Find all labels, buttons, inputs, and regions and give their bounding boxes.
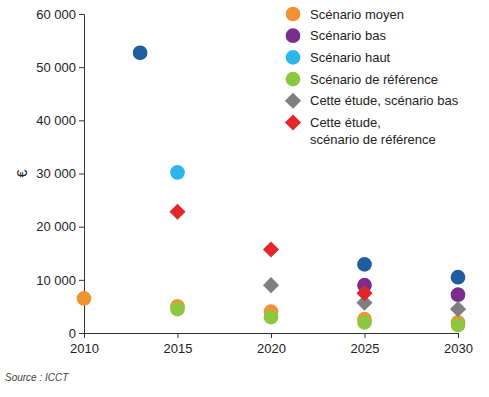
legend-marker: [286, 72, 301, 87]
x-tick-mark: [271, 333, 272, 338]
y-axis-title: €: [14, 169, 30, 177]
legend-marker: [285, 93, 301, 109]
x-axis: 2010 2015 2020 2025 2030: [70, 333, 473, 356]
legend-marker: [285, 114, 301, 130]
y-tick-mark: [79, 333, 84, 334]
point: [170, 302, 185, 317]
point: [451, 287, 466, 302]
y-tick-label: 0: [69, 326, 76, 341]
y-tick-label: 40 000: [36, 113, 76, 128]
x-axis-line: [85, 334, 459, 339]
y-tick: 50 000: [36, 60, 84, 75]
x-tick-mark: [365, 333, 366, 338]
x-tick-label: 2020: [257, 341, 286, 356]
y-tick-mark: [79, 67, 84, 68]
point: [264, 310, 279, 325]
series: [170, 165, 185, 180]
series: [170, 302, 465, 333]
point: [170, 165, 185, 180]
y-tick-mark: [79, 280, 84, 281]
y-tick-label: 10 000: [36, 272, 76, 287]
y-tick-mark: [79, 174, 84, 175]
legend-label: Cette étude, scénario bas: [310, 93, 459, 108]
legend-item: Scénario moyen: [286, 7, 404, 22]
x-tick-mark: [458, 333, 459, 338]
x-tick: 2025: [351, 333, 380, 356]
legend-marker: [286, 28, 301, 43]
y-tick: 30 000: [36, 166, 84, 181]
legend-item: Cette étude, scénario bas: [285, 93, 459, 109]
legend-item: Scénario haut: [286, 50, 391, 65]
legend-item: Scénario de référence: [286, 72, 438, 87]
y-tick: 0: [69, 326, 84, 341]
point: [77, 291, 92, 306]
plot: 2010 2015 2020 2025 2030 0 10 000 20 000 30 000 4…: [36, 7, 473, 356]
series: [357, 278, 465, 302]
x-tick: 2020: [257, 333, 286, 356]
point: [263, 277, 279, 293]
y-tick-mark: [79, 227, 84, 228]
y-tick: 40 000: [36, 113, 84, 128]
x-tick: 2030: [444, 333, 473, 356]
point: [450, 301, 466, 317]
legend-label: Cette étude,scénario de référence: [310, 115, 436, 147]
legend-item: Cette étude,scénario de référence: [285, 114, 436, 147]
legend-label: Scénario bas: [310, 28, 386, 43]
series: [77, 291, 466, 330]
y-tick-label: 60 000: [36, 7, 76, 22]
x-tick-label: 2010: [70, 341, 99, 356]
point: [451, 270, 466, 285]
y-tick-mark: [79, 120, 84, 121]
legend-label: Scénario de référence: [310, 72, 438, 87]
y-tick: 60 000: [36, 7, 84, 22]
points: [77, 45, 466, 332]
x-tick-label: 2025: [351, 341, 380, 356]
x-tick-label: 2030: [444, 341, 473, 356]
y-tick-label: 20 000: [36, 219, 76, 234]
x-tick: 2015: [164, 333, 193, 356]
series: [133, 45, 466, 284]
y-axis-line: [79, 15, 85, 334]
chart: 2010 2015 2020 2025 2030 0 10 000 20 000 30 000 4…: [0, 0, 489, 397]
point: [451, 318, 466, 333]
point: [169, 204, 185, 220]
legend-marker: [286, 50, 301, 65]
y-tick: 10 000: [36, 272, 84, 287]
y-tick-label: 30 000: [36, 166, 76, 181]
legend-marker: [286, 7, 301, 22]
legend-item: Scénario bas: [286, 28, 387, 43]
point: [263, 241, 279, 257]
x-tick-label: 2015: [164, 341, 193, 356]
y-tick: 20 000: [36, 219, 84, 234]
y-tick-label: 50 000: [36, 60, 76, 75]
point: [357, 257, 372, 272]
y-tick-mark: [79, 14, 84, 15]
point: [133, 45, 148, 60]
x-tick-mark: [178, 333, 179, 338]
series: [263, 277, 466, 317]
point: [357, 315, 372, 330]
legend-label: Scénario moyen: [310, 7, 404, 22]
point: [356, 285, 372, 301]
legend-label: Scénario haut: [310, 50, 391, 65]
series: [169, 204, 372, 301]
legend: Scénario moyen Scénario bas Scénario haut S…: [285, 7, 459, 147]
source: Source : ICCT: [5, 372, 69, 383]
y-axis: 0 10 000 20 000 30 000 40 000 50 000 60 000: [36, 7, 84, 341]
